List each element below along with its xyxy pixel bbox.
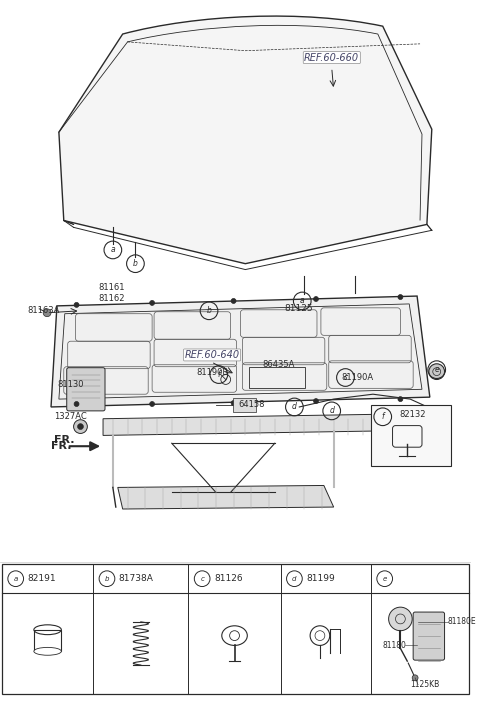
Bar — [2, 564, 469, 693]
PathPatch shape — [59, 16, 432, 264]
Text: 1327AC: 1327AC — [54, 413, 87, 421]
Text: 82132: 82132 — [399, 410, 426, 420]
Bar — [371, 405, 451, 466]
Text: b: b — [133, 259, 138, 268]
Text: a: a — [300, 296, 305, 306]
Text: 81738A: 81738A — [119, 574, 154, 583]
Text: d: d — [329, 406, 334, 415]
Text: b: b — [206, 306, 212, 315]
Text: 81126: 81126 — [214, 574, 242, 583]
Circle shape — [73, 420, 87, 434]
Circle shape — [412, 675, 418, 681]
Circle shape — [231, 401, 236, 406]
Circle shape — [313, 296, 318, 301]
Text: 81180E: 81180E — [447, 617, 476, 627]
Ellipse shape — [34, 648, 61, 655]
Text: 81125: 81125 — [285, 304, 313, 313]
FancyBboxPatch shape — [233, 398, 256, 412]
Circle shape — [229, 631, 240, 641]
Text: 81190B: 81190B — [196, 368, 228, 377]
Text: f: f — [217, 370, 220, 379]
Text: 81130: 81130 — [57, 380, 84, 389]
Circle shape — [150, 301, 155, 306]
Text: 86435A: 86435A — [262, 360, 294, 370]
Text: b: b — [105, 576, 109, 582]
Polygon shape — [118, 486, 334, 509]
Polygon shape — [51, 296, 430, 407]
Text: 81190A: 81190A — [341, 373, 373, 382]
Text: 81199: 81199 — [306, 574, 335, 583]
Text: e: e — [434, 365, 439, 374]
FancyBboxPatch shape — [67, 367, 105, 411]
Polygon shape — [103, 414, 407, 435]
Text: 1125KB: 1125KB — [410, 680, 440, 689]
Circle shape — [78, 424, 84, 429]
Text: e: e — [383, 576, 387, 582]
Circle shape — [231, 298, 236, 303]
Circle shape — [313, 398, 318, 403]
Text: f: f — [382, 413, 384, 421]
Circle shape — [389, 607, 412, 631]
Text: FR.: FR. — [51, 441, 72, 451]
Text: d: d — [292, 403, 297, 411]
Text: a: a — [110, 246, 115, 254]
Circle shape — [43, 309, 51, 317]
Text: c: c — [200, 576, 204, 582]
Text: 81163A: 81163A — [27, 306, 60, 315]
Circle shape — [398, 294, 403, 299]
Text: a: a — [13, 576, 18, 582]
Text: 82191: 82191 — [27, 574, 56, 583]
Circle shape — [74, 401, 79, 406]
Circle shape — [398, 396, 403, 401]
Text: 81161
81162: 81161 81162 — [98, 283, 125, 303]
Text: 64158: 64158 — [239, 399, 265, 408]
FancyBboxPatch shape — [413, 612, 444, 660]
Text: REF.60-640: REF.60-640 — [184, 350, 240, 360]
Circle shape — [74, 303, 79, 308]
Text: c: c — [343, 373, 348, 382]
Circle shape — [150, 401, 155, 406]
Text: REF.60-660: REF.60-660 — [304, 53, 360, 63]
Text: 81180: 81180 — [383, 641, 407, 650]
Circle shape — [429, 364, 444, 379]
Text: d: d — [292, 576, 297, 582]
Text: FR.: FR. — [54, 435, 74, 446]
